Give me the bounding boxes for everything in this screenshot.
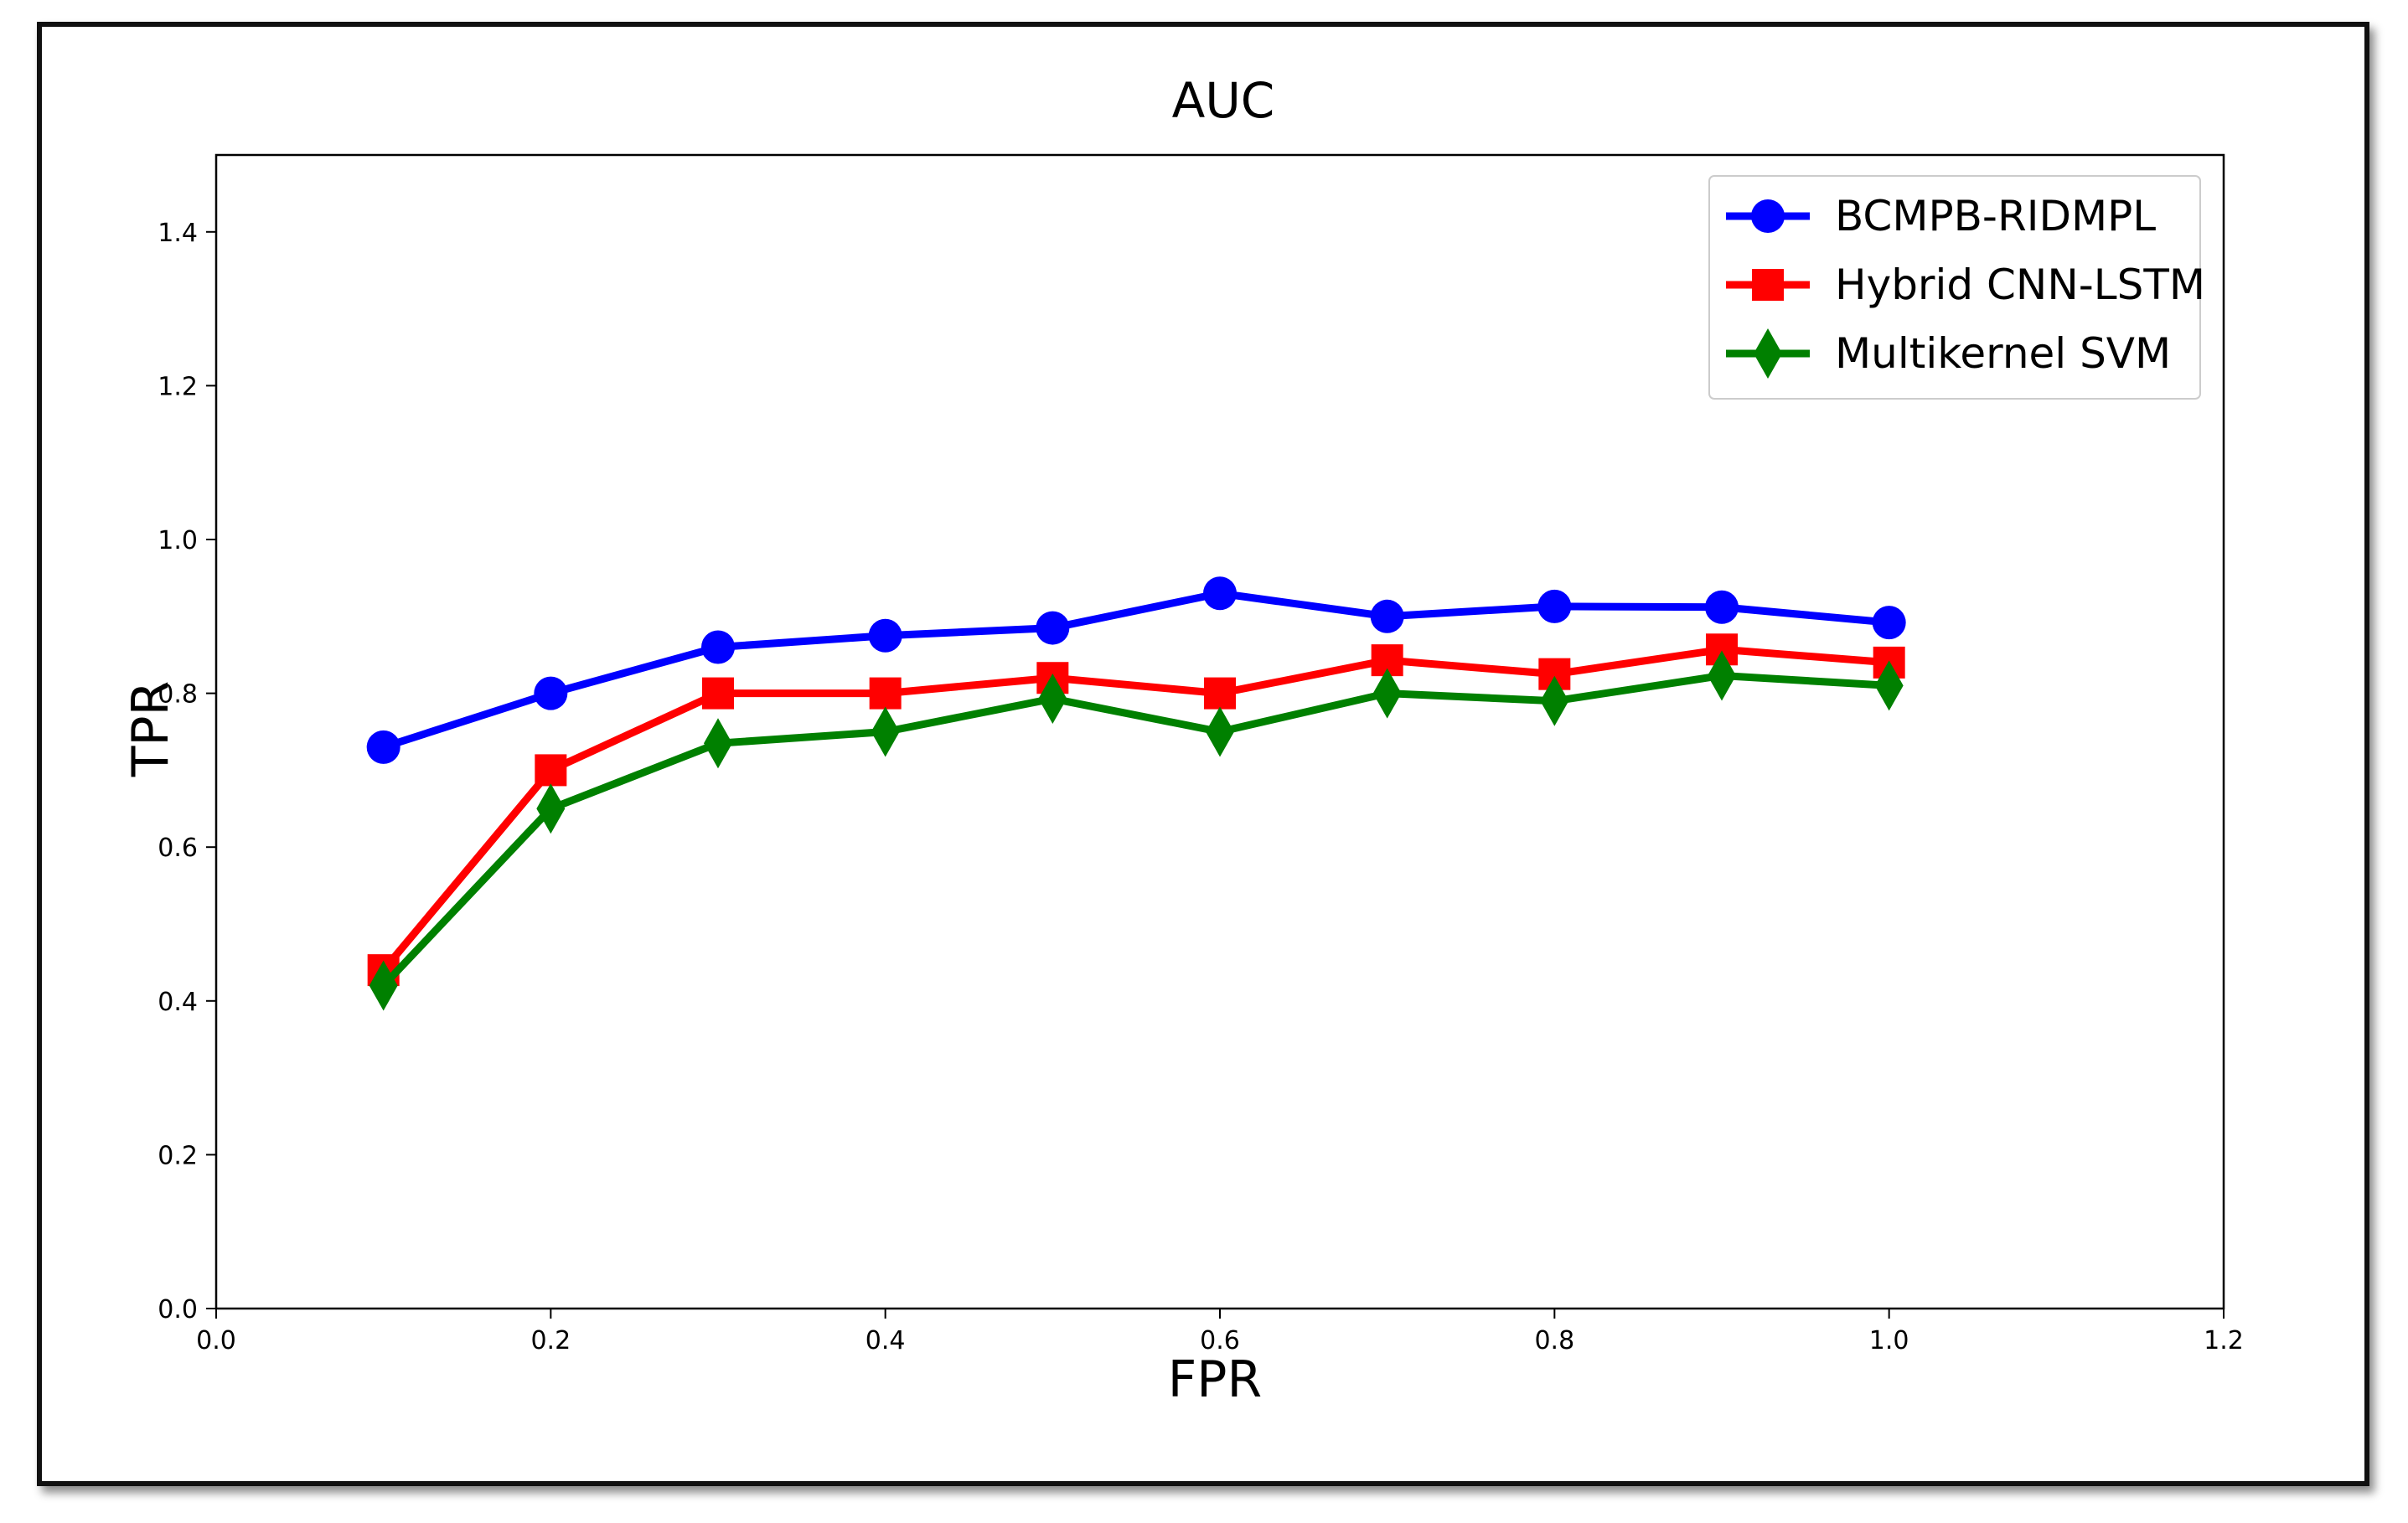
data-point-bcmpb-ridmpl (534, 676, 568, 710)
data-point-multikernel-svm (1206, 706, 1234, 757)
data-point-hybrid-cnn-lstm (1204, 677, 1236, 710)
data-point-hybrid-cnn-lstm (535, 754, 567, 787)
x-tick-label: 0.6 (1200, 1326, 1240, 1355)
series-line-multikernel-svm (380, 671, 1889, 989)
data-point-multikernel-svm (1708, 650, 1736, 701)
y-tick-label: 0.2 (158, 1141, 198, 1170)
y-tick-label: 1.2 (158, 372, 198, 401)
data-point-bcmpb-ridmpl (1370, 599, 1404, 633)
data-point-multikernel-svm (1372, 668, 1402, 719)
y-tick-label: 1.4 (158, 219, 198, 248)
y-tick-label: 1.0 (158, 526, 198, 555)
auc-chart: AUC 0.0 0.2 0.4 0.6 0.8 1.0 1.2 0.0 0.2 0.4 0.6 0.8… (121, 72, 2244, 1409)
data-point-bcmpb-ridmpl (366, 730, 400, 764)
data-point-bcmpb-ridmpl (1705, 590, 1739, 624)
data-point-bcmpb-ridmpl (1537, 589, 1572, 623)
data-point-bcmpb-ridmpl (1203, 576, 1237, 611)
series-line-bcmpb-ridmpl (382, 589, 1890, 751)
legend-label-bcmpb-ridmpl: BCMPB-RIDMPL (1835, 192, 2156, 240)
y-tick-label: 0.0 (158, 1295, 198, 1324)
data-point-multikernel-svm (1874, 660, 1904, 711)
data-point-multikernel-svm (704, 718, 732, 769)
legend-label-multikernel-svm: Multikernel SVM (1835, 329, 2171, 378)
data-point-bcmpb-ridmpl (1872, 606, 1906, 640)
data-point-multikernel-svm (1038, 674, 1067, 725)
x-axis-title: FPR (1168, 1350, 1262, 1409)
y-axis-title: TPR (121, 681, 180, 778)
y-tick-label: 0.4 (158, 988, 198, 1017)
legend-marker-bcmpb-ridmpl (1751, 199, 1785, 233)
x-tick-label: 0.2 (530, 1326, 571, 1355)
series-line-hybrid-cnn-lstm (380, 645, 1890, 973)
x-tick-label: 1.2 (2204, 1326, 2244, 1355)
chart-title: AUC (1172, 72, 1275, 129)
x-tick-label: 1.0 (1869, 1326, 1909, 1355)
x-tick-label: 0.8 (1534, 1326, 1574, 1355)
data-point-bcmpb-ridmpl (1036, 611, 1070, 645)
data-point-hybrid-cnn-lstm (869, 677, 902, 710)
data-point-hybrid-cnn-lstm (702, 677, 734, 710)
data-point-multikernel-svm (1540, 675, 1569, 726)
legend-label-hybrid-cnn-lstm: Hybrid CNN-LSTM (1835, 261, 2205, 309)
legend-marker-hybrid-cnn-lstm (1752, 269, 1784, 301)
y-tick-label: 0.8 (158, 680, 198, 710)
x-tick-label: 0.0 (196, 1326, 236, 1355)
legend-marker-multikernel-svm (1754, 328, 1782, 379)
figure-frame: AUC 0.0 0.2 0.4 0.6 0.8 1.0 1.2 0.0 0.2 0.4 0.6 0.8… (37, 22, 2369, 1486)
data-point-bcmpb-ridmpl (868, 618, 902, 653)
data-point-multikernel-svm (536, 783, 566, 834)
y-tick-label: 0.6 (158, 834, 198, 863)
legend-box (1708, 175, 2201, 400)
data-point-multikernel-svm (369, 960, 398, 1011)
data-point-multikernel-svm (871, 706, 900, 757)
data-point-bcmpb-ridmpl (701, 630, 735, 664)
x-tick-label: 0.4 (866, 1326, 906, 1355)
